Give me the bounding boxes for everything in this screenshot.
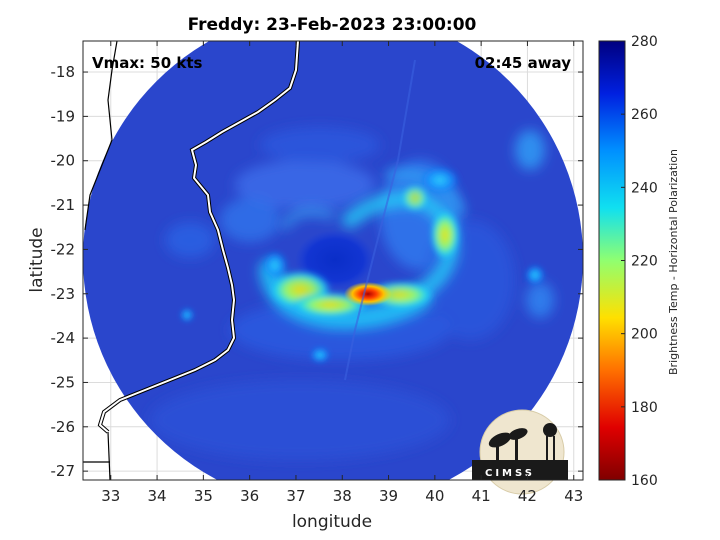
colorbar-tick-label: 160 (631, 473, 658, 489)
x-tick-label: 34 (148, 487, 167, 505)
cloud-band (165, 222, 215, 258)
x-tick-label: 39 (379, 487, 398, 505)
y-tick-label: -27 (51, 462, 76, 480)
colorbar-tick-label: 280 (631, 34, 658, 50)
x-tick-label: 36 (240, 487, 259, 505)
y-axis: -18 -19 -20 -21 -22 -23 -24 -25 -26 -27 (51, 63, 583, 480)
warm-rainband (180, 308, 194, 322)
cloud-band (220, 198, 280, 242)
warm-rainband (401, 184, 429, 212)
colorbar: 160 180 200 220 240 260 280 Brightness Temp - … (598, 34, 680, 489)
colorbar-tick-label: 220 (631, 254, 658, 270)
y-tick-label: -24 (51, 329, 76, 347)
logo-disc (479, 409, 565, 495)
scan-seam (344, 59, 416, 381)
cloud-band (150, 380, 450, 460)
colorbar-gradient (598, 40, 626, 481)
warm-rainband (525, 265, 545, 285)
x-tick-label: 42 (518, 487, 537, 505)
logo-band (472, 460, 568, 480)
y-tick-label: -25 (51, 373, 76, 391)
y-axis-label: latitude (27, 227, 47, 292)
vmax-annotation: Vmax: 50 kts (92, 54, 202, 72)
colorbar-label: Brightness Temp - Horizontal Polarizatio… (667, 149, 680, 375)
x-axis: 33 34 35 36 37 38 39 40 41 42 43 (101, 41, 583, 505)
cimss-logo: CIMSS (472, 409, 568, 495)
colorbar-tick-label: 240 (631, 180, 658, 196)
cloud-band (260, 127, 380, 163)
brightness-minimum (344, 282, 392, 306)
x-tick-label: 37 (286, 487, 305, 505)
cloud-band (515, 130, 545, 170)
swath-image (83, 41, 583, 480)
warm-rainband (310, 347, 330, 363)
x-tick-label: 41 (472, 487, 491, 505)
y-tick-label: -21 (51, 196, 76, 214)
rainband-arc (280, 206, 335, 230)
y-tick-label: -19 (51, 107, 76, 125)
y-tick-label: -22 (51, 240, 76, 258)
coastline (98, 41, 299, 433)
logo-text: CIMSS (485, 468, 535, 479)
water-tower-icon (543, 423, 557, 460)
cloud-band (235, 160, 375, 210)
plot-area: CIMSS Vmax: 50 kts 02:45 away (82, 40, 584, 495)
x-tick-label: 43 (564, 487, 583, 505)
x-tick-label: 40 (425, 487, 444, 505)
x-tick-label: 38 (333, 487, 352, 505)
colorbar-tick-label: 180 (631, 400, 658, 416)
colorbar-ticks: 160 180 200 220 240 260 280 (621, 34, 658, 489)
satellite-dish-icon (488, 428, 528, 460)
cloud-band (526, 282, 554, 318)
colorbar-tick-label: 200 (631, 327, 658, 343)
x-tick-label: 35 (194, 487, 213, 505)
warm-rainband (430, 209, 460, 261)
warm-rainband (420, 166, 460, 194)
border-line (83, 41, 118, 480)
y-tick-label: -18 (51, 63, 76, 81)
y-tick-label: -23 (51, 285, 76, 303)
time-away-annotation: 02:45 away (475, 54, 572, 72)
chart-title: Freddy: 23-Feb-2023 23:00:00 (188, 15, 477, 35)
x-axis-label: longitude (292, 512, 372, 532)
warm-rainband (263, 251, 287, 279)
y-tick-label: -26 (51, 418, 76, 436)
colorbar-tick-label: 260 (631, 107, 658, 123)
y-tick-label: -20 (51, 152, 76, 170)
x-tick-label: 33 (101, 487, 120, 505)
plot-frame (82, 40, 584, 481)
